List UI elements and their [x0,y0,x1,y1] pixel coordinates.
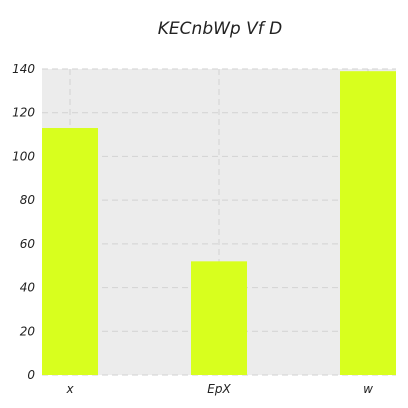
bar-w [340,71,396,375]
y-tick-label: 120 [12,106,35,120]
x-axis-tick-labels: x EpX w [65,382,373,396]
bar-x [42,128,98,375]
y-tick-label: 60 [20,237,36,251]
y-tick-label: 80 [20,193,36,207]
bars [42,71,396,375]
y-tick-label: 40 [20,281,36,295]
x-tick-label: w [363,382,373,396]
y-tick-label: 140 [12,62,35,76]
chart-title: KECnbWp Vf D [158,19,282,39]
x-tick-label: x [65,382,74,396]
y-axis-tick-labels: 0 20 40 60 80 100 120 140 [12,62,35,382]
y-tick-label: 0 [27,368,35,382]
y-tick-label: 20 [20,324,36,338]
y-tick-label: 100 [12,149,35,163]
x-tick-label: EpX [207,382,231,396]
bar-EpX [191,261,247,375]
